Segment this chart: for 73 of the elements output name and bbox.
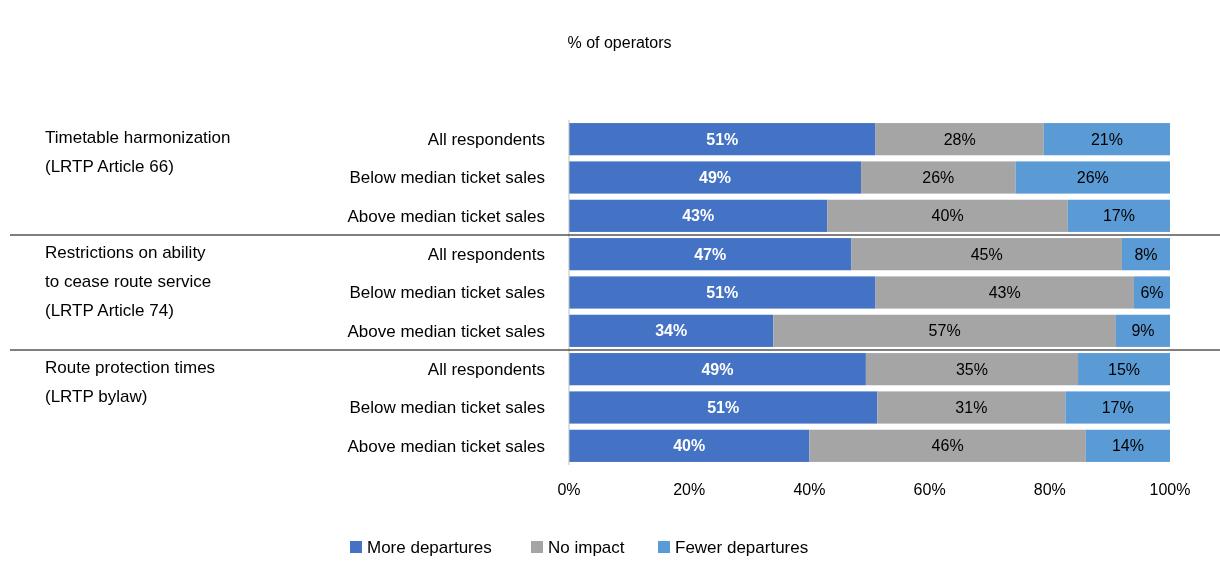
text: Route protection times (LRTP bylaw) xyxy=(45,358,216,407)
x-tick-label: 60% xyxy=(913,481,946,498)
x-tick-label: 100% xyxy=(1149,481,1191,498)
bar xyxy=(809,429,1086,462)
data-label: 31% xyxy=(955,399,988,417)
data-label: 21% xyxy=(1090,130,1123,148)
data-label: 51% xyxy=(706,284,739,302)
bar xyxy=(569,199,828,232)
data-label: 26% xyxy=(1076,169,1109,187)
data-label: 34% xyxy=(655,322,688,340)
y-tick-label: All respondents xyxy=(427,360,545,380)
y-tick-label: Above median ticket sales xyxy=(347,436,545,456)
data-label: 49% xyxy=(699,169,732,187)
x-tick-label: 40% xyxy=(793,481,826,498)
bar xyxy=(773,314,1116,347)
bar xyxy=(569,353,866,386)
bar xyxy=(861,161,1016,194)
bar xyxy=(569,238,852,271)
y-tick-label: All respondents xyxy=(427,245,545,265)
y-tick-label: Below median ticket sales xyxy=(349,398,545,418)
data-label: 14% xyxy=(1111,437,1144,455)
bar xyxy=(1043,123,1170,156)
chart-title: % of operators xyxy=(567,34,672,51)
bar xyxy=(569,429,810,462)
bar xyxy=(569,161,862,194)
bar xyxy=(875,123,1044,156)
data-label: 43% xyxy=(988,284,1021,302)
data-label: 51% xyxy=(706,130,739,148)
bar xyxy=(1085,429,1170,462)
x-tick-label: 80% xyxy=(1033,481,1066,498)
legend-label: Fewer departures xyxy=(675,538,809,557)
data-label: 47% xyxy=(694,245,727,263)
bar xyxy=(1067,199,1170,232)
legend-label: More departures xyxy=(367,538,492,557)
bar xyxy=(851,238,1122,271)
data-label: 15% xyxy=(1108,360,1141,378)
bar xyxy=(877,391,1066,424)
data-label: 17% xyxy=(1101,399,1134,417)
bar xyxy=(865,353,1079,386)
bar xyxy=(1078,353,1170,386)
data-label: 6% xyxy=(1140,284,1164,302)
bar xyxy=(827,199,1068,232)
data-label: 17% xyxy=(1102,207,1135,225)
text: Timetable harmonization (LRTP Article 66) xyxy=(45,128,231,177)
data-label: 43% xyxy=(682,207,715,225)
data-label: 40% xyxy=(673,437,706,455)
data-label: 46% xyxy=(931,437,964,455)
data-label: 35% xyxy=(955,360,988,378)
bar xyxy=(1065,391,1170,424)
bar xyxy=(569,391,878,424)
data-label: 40% xyxy=(931,207,964,225)
data-label: 8% xyxy=(1134,245,1158,263)
y-tick-label: Below median ticket sales xyxy=(349,283,545,303)
y-tick-label: Above median ticket sales xyxy=(347,321,545,341)
bar xyxy=(569,276,876,309)
data-label: 49% xyxy=(701,360,734,378)
data-label: 28% xyxy=(943,130,976,148)
text: Restrictions on ability to cease route service (LRTP Article 74) xyxy=(45,243,212,321)
x-tick-label: 20% xyxy=(673,481,706,498)
bar xyxy=(569,314,774,347)
data-label: 45% xyxy=(970,245,1003,263)
bar xyxy=(1015,161,1170,194)
bar xyxy=(875,276,1134,309)
data-label: 9% xyxy=(1131,322,1155,340)
data-label: 51% xyxy=(707,399,740,417)
data-label: 57% xyxy=(928,322,961,340)
bar xyxy=(569,123,876,156)
y-tick-label: All respondents xyxy=(427,130,545,150)
x-tick-label: 0% xyxy=(557,481,581,498)
y-tick-label: Above median ticket sales xyxy=(347,206,545,226)
legend-label: No impact xyxy=(548,538,625,557)
y-tick-label: Below median ticket sales xyxy=(349,168,545,188)
data-label: 26% xyxy=(922,169,955,187)
